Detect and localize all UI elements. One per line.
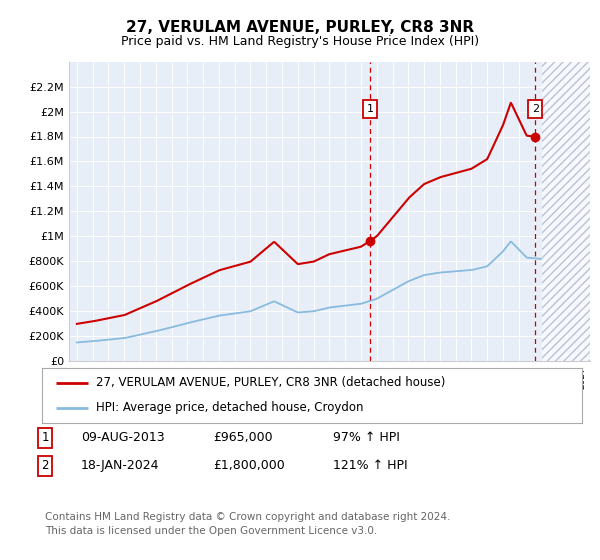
Text: HPI: Average price, detached house, Croydon: HPI: Average price, detached house, Croy… — [96, 402, 364, 414]
Text: 18-JAN-2024: 18-JAN-2024 — [81, 459, 160, 473]
Text: 97% ↑ HPI: 97% ↑ HPI — [333, 431, 400, 445]
Text: Price paid vs. HM Land Registry's House Price Index (HPI): Price paid vs. HM Land Registry's House … — [121, 35, 479, 48]
Text: £1,800,000: £1,800,000 — [213, 459, 285, 473]
Text: 121% ↑ HPI: 121% ↑ HPI — [333, 459, 407, 473]
Bar — [542, 62, 590, 361]
Text: 27, VERULAM AVENUE, PURLEY, CR8 3NR: 27, VERULAM AVENUE, PURLEY, CR8 3NR — [126, 20, 474, 35]
Text: Contains HM Land Registry data © Crown copyright and database right 2024.
This d: Contains HM Land Registry data © Crown c… — [45, 512, 451, 536]
Text: 2: 2 — [532, 104, 539, 114]
Text: 2: 2 — [41, 459, 49, 473]
Text: 27, VERULAM AVENUE, PURLEY, CR8 3NR (detached house): 27, VERULAM AVENUE, PURLEY, CR8 3NR (det… — [96, 376, 445, 389]
Text: 09-AUG-2013: 09-AUG-2013 — [81, 431, 164, 445]
Text: 1: 1 — [367, 104, 374, 114]
Text: 1: 1 — [41, 431, 49, 445]
Text: £965,000: £965,000 — [213, 431, 272, 445]
